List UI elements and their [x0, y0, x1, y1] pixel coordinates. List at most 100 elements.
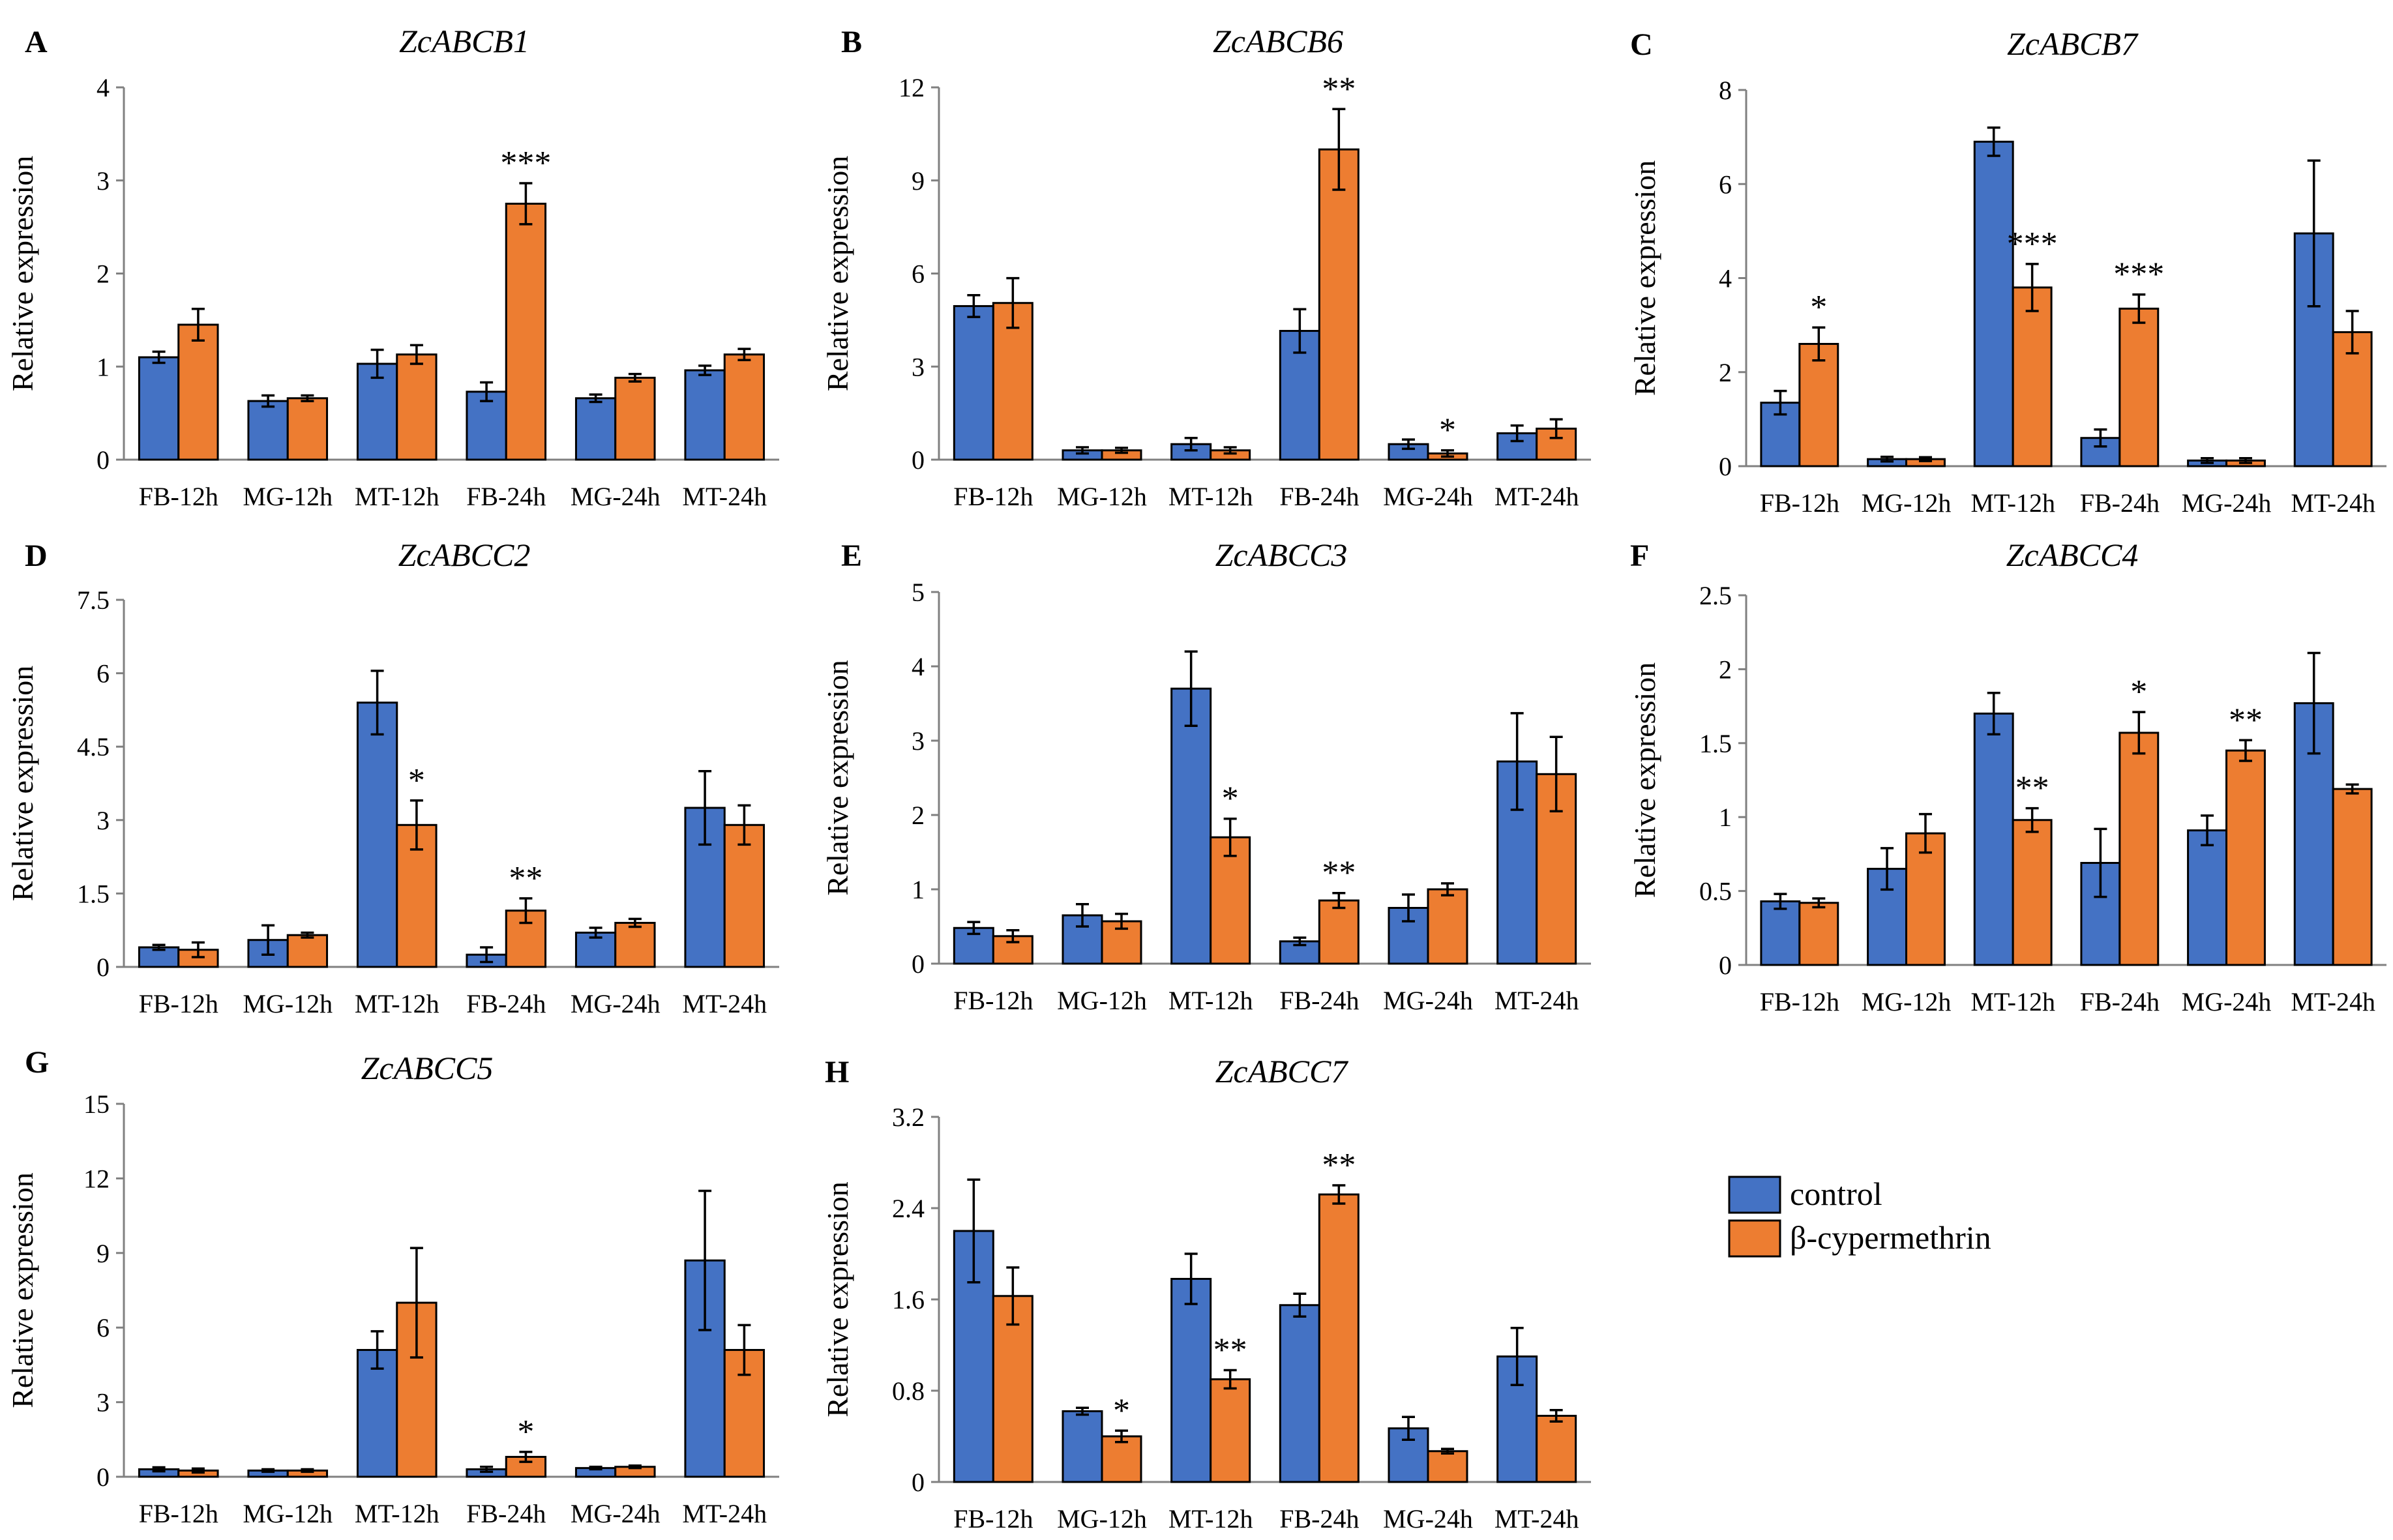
y-axis-label: Relative expression [6, 666, 39, 902]
chart-title: ZcABCC7 [1215, 1053, 1349, 1089]
significance-label: *** [2007, 226, 2058, 263]
legend-swatch-control [1728, 1176, 1781, 1214]
bar-treatment [992, 1295, 1033, 1483]
bar-treatment [286, 934, 329, 968]
bar-treatment [505, 202, 547, 461]
panel-letter: H [825, 1055, 849, 1089]
x-tick-label: MG-12h [1057, 482, 1147, 511]
y-tick-label: 0 [1719, 452, 1732, 481]
panel-letter: D [25, 539, 48, 573]
bar-control [356, 702, 398, 968]
panel-letter: E [841, 539, 862, 573]
bar-control [1279, 1304, 1320, 1483]
bar-treatment [1318, 148, 1360, 461]
y-tick-label: 3 [912, 726, 925, 756]
bar-control [1170, 687, 1212, 965]
x-tick-label: FB-12h [953, 986, 1033, 1015]
y-tick-label: 12 [899, 73, 925, 102]
y-axis-label: Relative expression [1628, 662, 1661, 898]
x-tick-label: MG-24h [1383, 1504, 1473, 1533]
bar-control [1170, 1278, 1212, 1483]
y-tick-label: 3 [912, 352, 925, 381]
y-tick-label: 6 [97, 659, 110, 689]
panel-letter: A [25, 25, 48, 59]
x-tick-label: MG-12h [1057, 1504, 1147, 1533]
bar-treatment [2332, 788, 2373, 966]
x-tick-label: FB-12h [953, 1504, 1033, 1533]
panel-a: A ZcABCB1 Relative expression 0 1 2 3 4 FB-12h MG… [6, 23, 779, 511]
x-tick-label: MG-12h [1862, 987, 1952, 1016]
bar-treatment [1427, 1450, 1468, 1483]
x-tick-label: FB-12h [1760, 488, 1839, 518]
bar-treatment [1318, 899, 1360, 965]
x-tick-label: MG-12h [1057, 986, 1147, 1015]
y-tick-label: 2.4 [892, 1194, 925, 1223]
significance-label: ** [1322, 1147, 1356, 1184]
bar-treatment [1210, 1378, 1251, 1483]
legend-label: β-cypermethrin [1790, 1219, 1991, 1256]
bar-control [1760, 900, 1801, 966]
y-tick-label: 2 [1719, 358, 1732, 387]
significance-label: ** [1213, 1332, 1247, 1369]
y-tick-label: 6 [1719, 170, 1732, 199]
panel-f: F ZcABCC4 Relative expression 0 0.5 1 1.5 2 2.5 F… [1628, 537, 2386, 1016]
bar-treatment [2332, 331, 2373, 467]
x-tick-label: MG-24h [1383, 986, 1473, 1015]
panel-g: G ZcABCC5 Relative expression 0 3 6 9 12 15 FB-12… [6, 1045, 779, 1528]
bar-treatment [992, 302, 1033, 461]
chart-title: ZcABCB1 [399, 23, 529, 59]
x-tick-label: MT-12h [1168, 1504, 1253, 1533]
y-tick-label: 2 [1719, 655, 1732, 684]
y-tick-label: 7.5 [77, 585, 110, 615]
y-tick-label: 0 [1719, 951, 1732, 980]
chart-title: ZcABCC5 [361, 1050, 494, 1086]
x-tick-label: FB-24h [1279, 986, 1359, 1015]
panel-c: C ZcABCB7 Relative expression 0 2 4 6 8 * FB-12h M… [1628, 25, 2386, 518]
x-tick-label: MG-12h [243, 1499, 333, 1528]
significance-label: *** [500, 145, 551, 182]
bar-treatment [1427, 888, 1468, 965]
y-tick-label: 0 [912, 1468, 925, 1497]
significance-label: * [2130, 674, 2147, 711]
x-tick-label: MT-12h [1168, 986, 1253, 1015]
y-axis-label: Relative expression [6, 1172, 39, 1408]
panel-letter: G [25, 1045, 49, 1080]
y-tick-label: 8 [1719, 76, 1732, 105]
bar-treatment [1905, 832, 1946, 966]
bar-control [247, 400, 289, 461]
panel-e: E ZcABCC3 Relative expression 0 1 2 3 4 5 FB-12h M… [821, 537, 1591, 1015]
y-tick-label: 0 [912, 949, 925, 979]
y-tick-label: 1.5 [77, 879, 110, 908]
x-tick-label: MG-12h [243, 989, 333, 1018]
y-tick-label: 6 [97, 1313, 110, 1342]
x-tick-label: MT-24h [1494, 482, 1579, 511]
bar-control [1973, 712, 2014, 966]
y-tick-label: 0 [912, 445, 925, 475]
y-tick-label: 1 [912, 875, 925, 904]
bar-treatment [2225, 749, 2266, 966]
y-tick-label: 4 [912, 652, 925, 681]
bar-control [684, 369, 726, 461]
bar-control [953, 304, 994, 461]
x-tick-label: FB-12h [139, 989, 218, 1018]
legend: control β-cypermethrin [1728, 1176, 1991, 1258]
x-tick-label: MT-12h [1168, 482, 1253, 511]
bar-control [1062, 1410, 1103, 1483]
x-tick-label: FB-24h [2080, 987, 2160, 1016]
bar-treatment [2118, 307, 2160, 467]
y-tick-label: 3 [97, 1388, 110, 1417]
bar-treatment [2118, 732, 2160, 966]
y-tick-label: 3 [97, 166, 110, 196]
x-tick-label: MT-12h [355, 1499, 439, 1528]
bar-treatment [1798, 342, 1839, 467]
y-tick-label: 1.6 [892, 1285, 925, 1314]
significance-label: ** [1322, 855, 1356, 892]
bar-treatment [1318, 1193, 1360, 1483]
x-tick-label: MT-12h [1970, 488, 2055, 518]
legend-label: control [1790, 1176, 1882, 1212]
x-tick-label: FB-24h [1279, 482, 1359, 511]
bar-treatment [614, 921, 656, 968]
y-axis-label: Relative expression [821, 660, 854, 896]
bar-control [138, 356, 180, 461]
x-tick-label: MG-24h [571, 989, 661, 1018]
